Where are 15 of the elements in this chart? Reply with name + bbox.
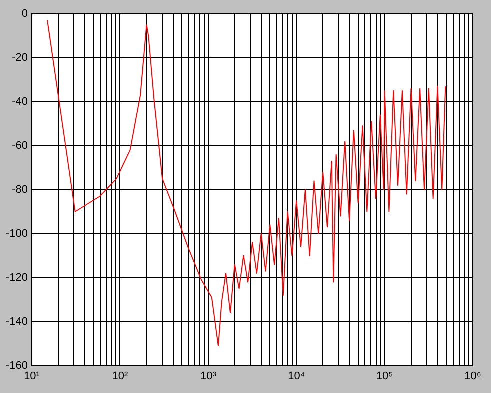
y-tick-label: -100 <box>6 228 28 240</box>
x-tick-label: 10² <box>112 370 128 382</box>
y-tick-label: -20 <box>12 52 28 64</box>
y-tick-label: -120 <box>6 272 28 284</box>
y-tick-label: -160 <box>6 360 28 372</box>
x-tick-label: 10¹ <box>24 370 40 382</box>
y-tick-label: -80 <box>12 184 28 196</box>
x-tick-label: 10⁶ <box>464 370 482 382</box>
y-tick-label: -60 <box>12 140 28 152</box>
y-tick-label: -140 <box>6 316 28 328</box>
y-tick-label: 0 <box>22 8 28 20</box>
y-tick-label: -40 <box>12 96 28 108</box>
x-tick-label: 10⁵ <box>376 370 394 382</box>
x-tick-label: 10⁴ <box>288 370 306 382</box>
x-tick-label: 10³ <box>200 370 217 382</box>
